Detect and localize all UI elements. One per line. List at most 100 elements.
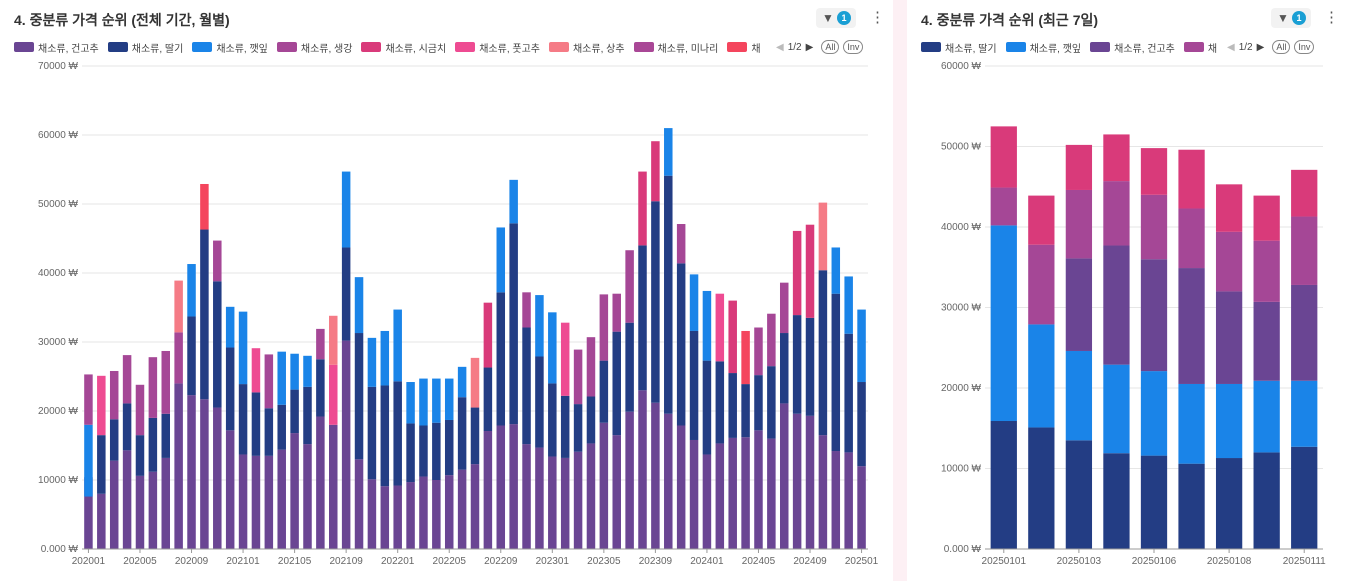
bar-segment[interactable] xyxy=(444,419,454,476)
bar-segment[interactable] xyxy=(470,464,480,549)
bar-segment[interactable] xyxy=(393,485,402,549)
bar-segment[interactable] xyxy=(548,456,557,549)
bar-segment[interactable] xyxy=(277,404,286,450)
bar-segment[interactable] xyxy=(818,202,828,271)
bar-segment[interactable] xyxy=(625,411,634,549)
bar-segment[interactable] xyxy=(122,355,132,404)
bar-segment[interactable] xyxy=(84,424,93,497)
bar-segment[interactable] xyxy=(457,469,467,549)
legend-item[interactable]: 채소류, 깻잎 xyxy=(192,40,268,55)
bar-segment[interactable] xyxy=(990,421,1017,549)
bar-segment[interactable] xyxy=(122,403,132,451)
legend-item[interactable]: 채소류, 건고추 xyxy=(14,40,99,55)
bar-segment[interactable] xyxy=(1065,258,1093,351)
bar-segment[interactable] xyxy=(741,330,750,385)
bar-segment[interactable] xyxy=(805,317,815,416)
legend-item[interactable]: 채소류, 미나리 xyxy=(633,40,718,55)
bar-segment[interactable] xyxy=(354,277,364,334)
bar-segment[interactable] xyxy=(689,274,699,331)
bar-segment[interactable] xyxy=(97,435,106,494)
bar-segment[interactable] xyxy=(560,457,570,549)
bar-segment[interactable] xyxy=(419,425,428,477)
bar-segment[interactable] xyxy=(535,356,544,448)
bar-segment[interactable] xyxy=(689,330,699,440)
bar-segment[interactable] xyxy=(277,449,286,549)
bar-segment[interactable] xyxy=(264,408,274,456)
bar-segment[interactable] xyxy=(354,333,364,460)
bar-segment[interactable] xyxy=(496,425,506,549)
bar-segment[interactable] xyxy=(393,381,402,486)
bar-segment[interactable] xyxy=(1065,440,1093,549)
bar-segment[interactable] xyxy=(612,293,621,332)
bar-segment[interactable] xyxy=(702,290,712,361)
bar-segment[interactable] xyxy=(122,450,132,549)
bar-segment[interactable] xyxy=(651,402,660,549)
bar-segment[interactable] xyxy=(109,460,119,549)
bar-segment[interactable] xyxy=(509,179,518,224)
bar-segment[interactable] xyxy=(200,183,209,230)
bar-segment[interactable] xyxy=(586,443,596,549)
bar-segment[interactable] xyxy=(1215,383,1243,459)
bar-segment[interactable] xyxy=(599,422,609,549)
bar-segment[interactable] xyxy=(161,413,171,458)
bar-segment[interactable] xyxy=(187,316,196,396)
bar-segment[interactable] xyxy=(1291,169,1318,217)
bar-segment[interactable] xyxy=(573,349,583,405)
bar-segment[interactable] xyxy=(990,187,1017,226)
bar-segment[interactable] xyxy=(316,416,325,549)
bar-segment[interactable] xyxy=(329,364,338,425)
bar-segment[interactable] xyxy=(1103,245,1130,365)
bar-segment[interactable] xyxy=(767,366,776,439)
bar-segment[interactable] xyxy=(406,423,415,483)
bar-segment[interactable] xyxy=(522,327,531,445)
bar-segment[interactable] xyxy=(225,430,235,549)
bar-segment[interactable] xyxy=(831,247,841,294)
bar-segment[interactable] xyxy=(792,315,802,414)
bar-segment[interactable] xyxy=(651,201,660,403)
bar-segment[interactable] xyxy=(135,384,145,436)
bar-segment[interactable] xyxy=(380,486,390,549)
bar-segment[interactable] xyxy=(496,227,506,293)
bar-segment[interactable] xyxy=(496,292,506,426)
bar-segment[interactable] xyxy=(483,367,493,432)
bar-segment[interactable] xyxy=(990,225,1017,422)
bar-segment[interactable] xyxy=(393,309,402,382)
bar-segment[interactable] xyxy=(161,350,171,414)
bar-segment[interactable] xyxy=(689,439,699,549)
bar-segment[interactable] xyxy=(329,424,338,549)
bar-segment[interactable] xyxy=(148,417,158,472)
bar-segment[interactable] xyxy=(457,397,467,470)
bar-segment[interactable] xyxy=(638,245,647,391)
bar-segment[interactable] xyxy=(135,475,145,549)
bar-segment[interactable] xyxy=(586,396,596,444)
bar-segment[interactable] xyxy=(470,407,480,465)
bar-segment[interactable] xyxy=(483,302,493,368)
bar-segment[interactable] xyxy=(509,223,518,425)
bar-segment[interactable] xyxy=(831,293,841,452)
bar-segment[interactable] xyxy=(251,455,261,549)
bar-segment[interactable] xyxy=(767,438,776,549)
bar-segment[interactable] xyxy=(560,395,570,458)
bar-segment[interactable] xyxy=(599,360,609,423)
bar-segment[interactable] xyxy=(367,479,377,549)
bar-segment[interactable] xyxy=(1140,148,1168,195)
bar-segment[interactable] xyxy=(1103,181,1130,246)
bar-segment[interactable] xyxy=(1065,189,1093,259)
bar-segment[interactable] xyxy=(290,389,299,434)
bar-segment[interactable] xyxy=(612,331,621,436)
bar-segment[interactable] xyxy=(651,141,660,202)
bar-segment[interactable] xyxy=(97,375,106,436)
bar-segment[interactable] xyxy=(844,333,853,453)
bar-segment[interactable] xyxy=(548,383,557,457)
bar-segment[interactable] xyxy=(728,300,737,374)
bar-segment[interactable] xyxy=(419,378,428,426)
bar-segment[interactable] xyxy=(316,359,325,417)
legend-all-button[interactable]: All xyxy=(1272,40,1291,54)
bar-segment[interactable] xyxy=(1253,240,1280,302)
bar-segment[interactable] xyxy=(341,340,351,549)
bar-segment[interactable] xyxy=(728,437,737,549)
bar-segment[interactable] xyxy=(380,385,390,487)
more-options-icon[interactable]: ⋮ xyxy=(870,9,885,26)
bar-segment[interactable] xyxy=(664,413,673,549)
legend-item[interactable]: 채소류, 깻잎 xyxy=(1005,40,1081,55)
